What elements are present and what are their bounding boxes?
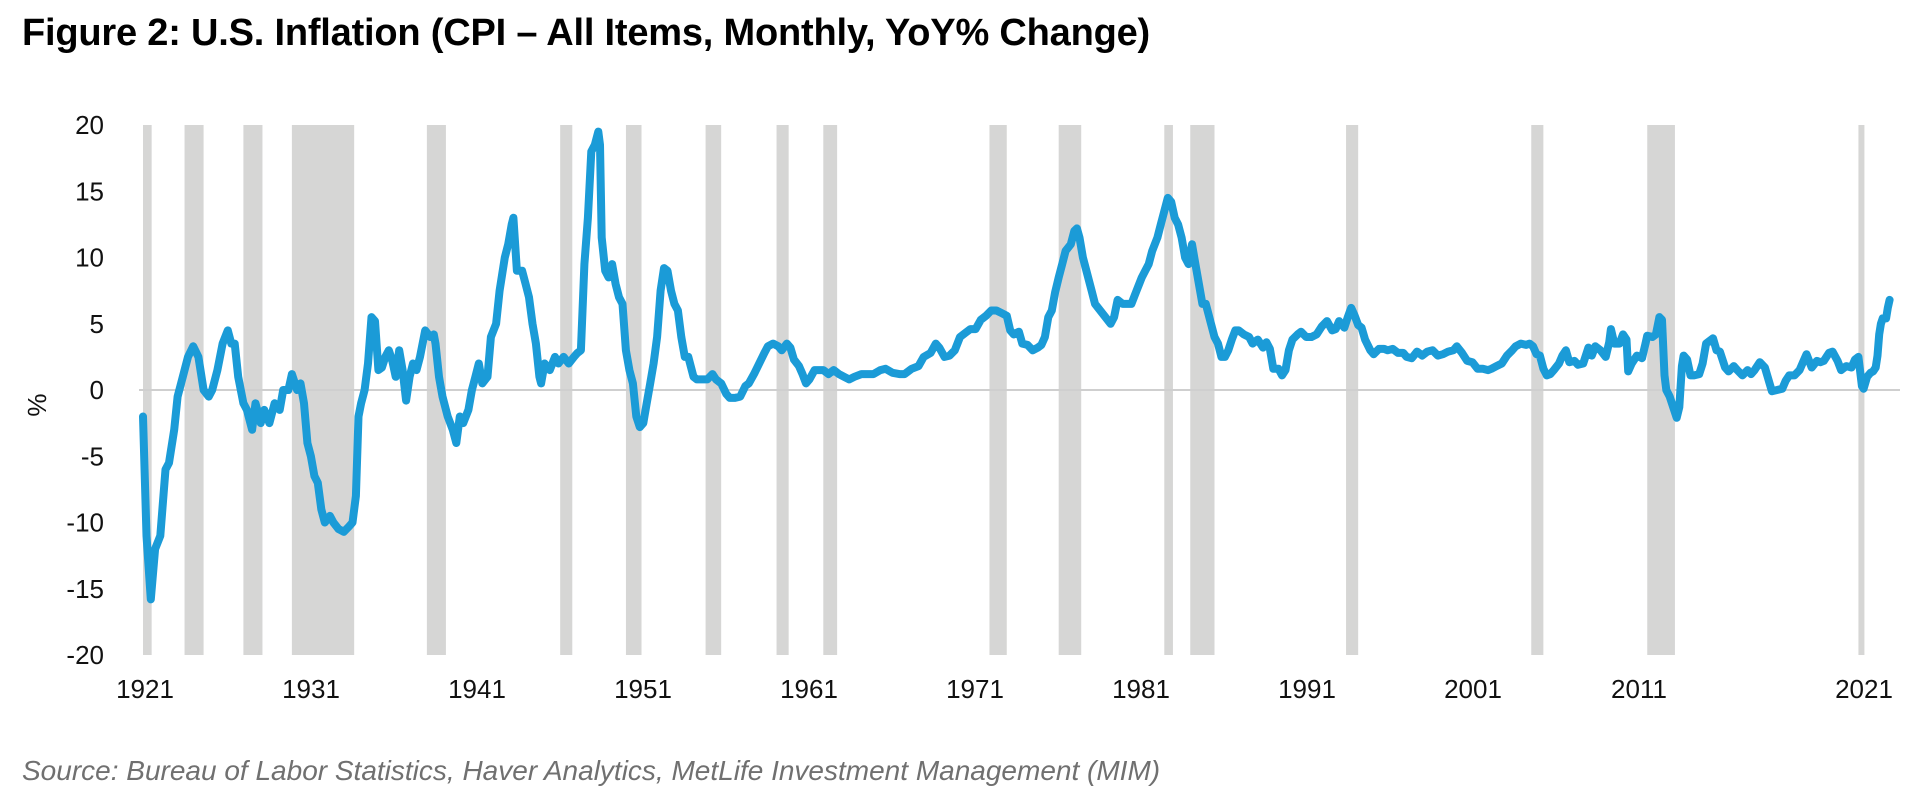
y-tick-label: 20 — [75, 110, 104, 140]
x-tick-label: 1941 — [448, 674, 506, 704]
cpi-yoy-line — [139, 127, 1894, 604]
x-tick-label: 1951 — [614, 674, 672, 704]
y-tick-label: -20 — [66, 640, 104, 670]
source-note: Source: Bureau of Labor Statistics, Have… — [22, 755, 1161, 786]
y-tick-label: 0 — [90, 375, 104, 405]
x-tick-label: 2011 — [1611, 674, 1667, 704]
x-tick-label: 1991 — [1278, 674, 1336, 704]
y-tick-label: 5 — [90, 309, 104, 339]
y-tick-label: -15 — [66, 574, 104, 604]
chart-title: Figure 2: U.S. Inflation (CPI – All Item… — [22, 12, 1150, 54]
x-tick-label: 1961 — [780, 674, 838, 704]
y-tick-label: 15 — [75, 176, 104, 206]
y-axis-label: % — [22, 393, 52, 416]
x-axis-ticks: 1921 1931 1941 1951 1961 1971 1981 1991 2001 2011… — [116, 674, 1893, 704]
x-tick-label: 1931 — [282, 674, 340, 704]
x-tick-label: 2021 — [1835, 674, 1893, 704]
y-tick-label: 10 — [75, 243, 104, 273]
x-tick-label: 1921 — [116, 674, 174, 704]
x-tick-label: 1981 — [1112, 674, 1170, 704]
y-tick-label: -10 — [66, 508, 104, 538]
x-tick-label: 1971 — [946, 674, 1004, 704]
y-axis-ticks: 20 15 10 5 0 -5 -10 -15 -20 — [66, 110, 104, 670]
y-tick-label: -5 — [81, 441, 104, 471]
x-tick-label: 2001 — [1444, 674, 1502, 704]
